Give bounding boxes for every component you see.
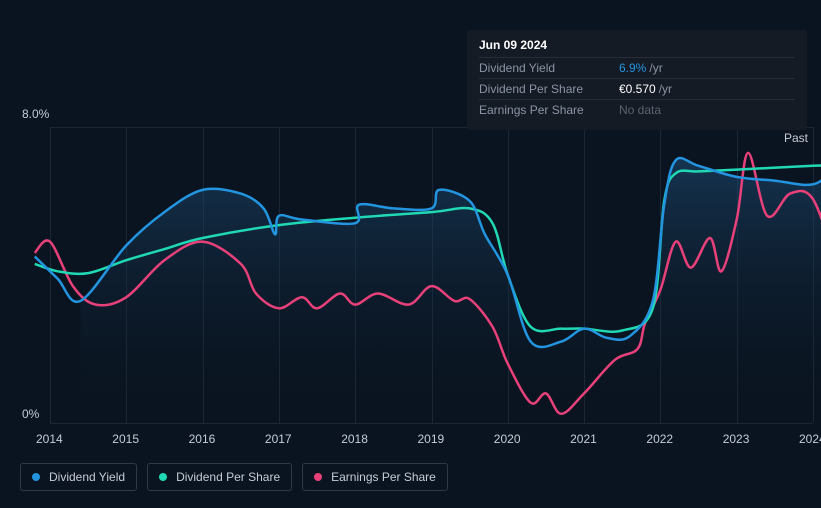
legend-item-earnings-per-share[interactable]: Earnings Per Share (302, 463, 448, 491)
legend-label: Dividend Yield (49, 470, 125, 484)
tooltip-value: No data (619, 103, 661, 117)
tooltip-row: Earnings Per Share No data (479, 99, 795, 120)
tooltip-date: Jun 09 2024 (479, 38, 795, 57)
legend-dot (159, 473, 167, 481)
tooltip-label: Earnings Per Share (479, 103, 619, 117)
past-label: Past (784, 131, 808, 145)
tooltip-value: 6.9% (619, 61, 646, 75)
tooltip-value: €0.570 (619, 82, 656, 96)
tooltip-row: Dividend Per Share €0.570 /yr (479, 78, 795, 99)
tooltip-row: Dividend Yield 6.9% /yr (479, 57, 795, 78)
tooltip-suffix: /yr (649, 61, 662, 75)
legend-item-dividend-yield[interactable]: Dividend Yield (20, 463, 137, 491)
dividend-yield-area (81, 158, 821, 423)
legend-dot (314, 473, 322, 481)
chart-legend: Dividend Yield Dividend Per Share Earnin… (20, 463, 448, 491)
legend-dot (32, 473, 40, 481)
chart-tooltip: Jun 09 2024 Dividend Yield 6.9% /yr Divi… (467, 30, 807, 130)
tooltip-label: Dividend Yield (479, 61, 619, 75)
legend-label: Earnings Per Share (331, 470, 436, 484)
tooltip-suffix: /yr (659, 82, 672, 96)
legend-label: Dividend Per Share (176, 470, 280, 484)
tooltip-label: Dividend Per Share (479, 82, 619, 96)
legend-item-dividend-per-share[interactable]: Dividend Per Share (147, 463, 292, 491)
